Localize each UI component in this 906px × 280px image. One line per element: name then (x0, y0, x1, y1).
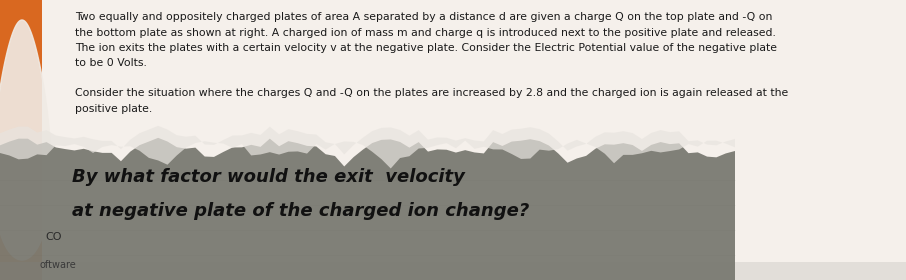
Text: the bottom plate as shown at right. A charged ion of mass m and charge q is intr: the bottom plate as shown at right. A ch… (75, 27, 776, 38)
Text: at negative plate of the charged ion change?: at negative plate of the charged ion cha… (72, 202, 529, 220)
Polygon shape (0, 138, 735, 280)
Text: to be 0 Volts.: to be 0 Volts. (75, 59, 147, 69)
Text: oftware: oftware (40, 260, 77, 270)
Text: positive plate.: positive plate. (75, 104, 152, 113)
Text: The ion exits the plates with a certain velocity v at the negative plate. Consid: The ion exits the plates with a certain … (75, 43, 777, 53)
Bar (0, 0, 42, 280)
Text: Consider the situation where the charges Q and -Q on the plates are increased by: Consider the situation where the charges… (75, 88, 788, 98)
Polygon shape (0, 126, 735, 169)
Text: CO: CO (45, 232, 62, 242)
Text: Two equally and oppositely charged plates of area A separated by a distance d ar: Two equally and oppositely charged plate… (75, 12, 773, 22)
Bar (0, 262, 906, 280)
Text: By what factor would the exit  velocity: By what factor would the exit velocity (72, 168, 465, 186)
Polygon shape (0, 20, 51, 260)
